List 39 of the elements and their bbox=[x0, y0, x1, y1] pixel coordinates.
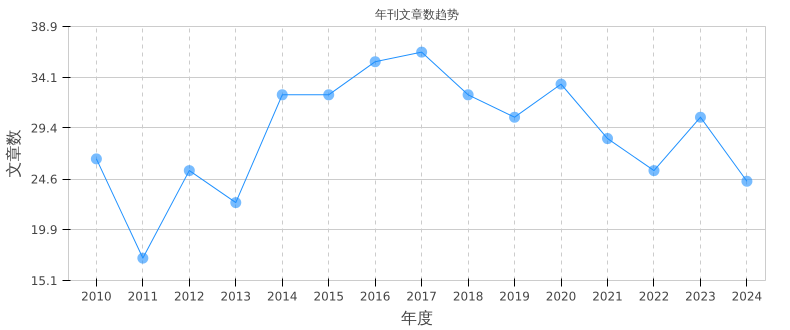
point bbox=[137, 252, 148, 264]
x-axis-title: 年度 bbox=[401, 308, 433, 328]
point bbox=[556, 78, 567, 90]
x-tick-label: 2019 bbox=[499, 290, 530, 304]
y-tick-label: 29.4 bbox=[30, 121, 58, 136]
x-tick-label: 2014 bbox=[266, 290, 298, 304]
point bbox=[184, 165, 195, 176]
x-tick-label: 2020 bbox=[546, 290, 576, 304]
x-tick-label: 2024 bbox=[732, 290, 762, 304]
x-tick-label: 2017 bbox=[406, 290, 437, 304]
x-tick-label: 2016 bbox=[360, 290, 390, 304]
x-tick-label: 2011 bbox=[128, 290, 158, 304]
x-tick-label: 2010 bbox=[81, 290, 112, 304]
point bbox=[230, 197, 242, 208]
point bbox=[90, 153, 102, 164]
y-tick-label: 15.1 bbox=[30, 274, 58, 288]
point bbox=[648, 165, 660, 176]
point bbox=[509, 112, 520, 123]
y-axis-title: 文章数 bbox=[4, 130, 23, 178]
y-tick-label: 19.9 bbox=[30, 222, 58, 237]
point bbox=[276, 89, 288, 100]
point bbox=[370, 56, 381, 68]
x-tick-label: 2018 bbox=[452, 290, 484, 304]
x-tick-label: 2013 bbox=[220, 290, 252, 304]
point bbox=[323, 89, 334, 100]
point bbox=[741, 176, 752, 187]
y-tick-label: 38.9 bbox=[30, 20, 58, 34]
chart-title: 年刊文章数趋势 bbox=[375, 8, 459, 22]
x-tick-label: 2023 bbox=[685, 290, 716, 304]
x-tick-label: 2015 bbox=[313, 290, 344, 304]
y-tick-label: 24.6 bbox=[30, 172, 58, 187]
point bbox=[694, 112, 706, 123]
point bbox=[416, 46, 428, 58]
x-tick-label: 2012 bbox=[174, 290, 205, 304]
y-tick-label: 34.1 bbox=[30, 71, 58, 86]
point bbox=[602, 133, 614, 144]
x-tick-label: 2021 bbox=[592, 290, 623, 304]
point bbox=[462, 89, 474, 100]
x-tick-label: 2022 bbox=[638, 290, 670, 304]
